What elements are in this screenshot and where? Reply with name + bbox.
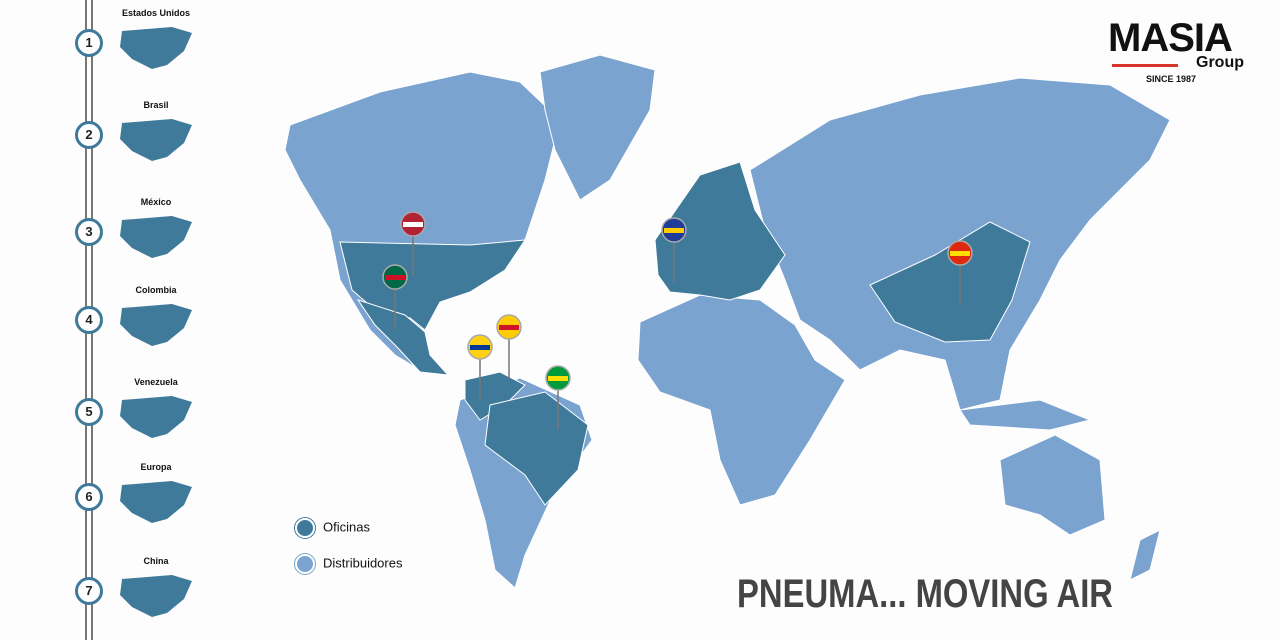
step-number: 3 [75, 218, 103, 246]
legend-offices: Oficinas [295, 518, 370, 538]
new-zealand [1129, 529, 1161, 581]
eu-flag-pin[interactable] [661, 217, 687, 282]
us-flag-pin[interactable] [400, 211, 426, 276]
slogan: PNEUMA... MOVING AIR [737, 572, 1114, 616]
distributors-swatch [295, 554, 315, 574]
region-silhouette [120, 304, 192, 346]
logo-sub: Group [1196, 54, 1244, 71]
sidebar-label: Estados Unidos [121, 8, 190, 18]
masia-logo: MASIA Group SINCE 1987 [1108, 16, 1248, 84]
greenland [539, 54, 656, 201]
indonesia [959, 399, 1092, 431]
colombia-flag-pin[interactable] [467, 334, 493, 399]
sidebar-label: Brasil [143, 100, 169, 110]
venezuela-flag-pin[interactable] [496, 314, 522, 379]
logo-name: MASIA [1108, 16, 1233, 60]
sidebar-label: China [143, 556, 169, 566]
step-number: 4 [75, 306, 103, 334]
legend-distributors: Distribuidores [295, 554, 402, 574]
step-number: 6 [75, 483, 103, 511]
china-flag-pin[interactable] [947, 240, 973, 305]
africa [637, 294, 846, 506]
region-silhouette [120, 119, 192, 161]
region-silhouette [120, 575, 192, 617]
sidebar-label: Europa [140, 462, 172, 472]
region-silhouette [120, 396, 192, 438]
step-number: 7 [75, 577, 103, 605]
legend-offices-label: Oficinas [323, 519, 370, 535]
legend-distributors-label: Distribuidores [323, 555, 403, 571]
region-silhouette [120, 27, 192, 69]
sidebar-label: Colombia [135, 285, 177, 295]
sidebar-label: México [140, 197, 172, 207]
mexico [356, 299, 450, 376]
logo-bar [1112, 64, 1178, 67]
region-silhouette [120, 481, 192, 523]
offices-swatch [295, 518, 315, 538]
sidebar-label: Venezuela [134, 377, 178, 387]
step-number: 1 [75, 29, 103, 57]
brazil [484, 391, 589, 506]
australia [999, 434, 1106, 536]
step-number: 2 [75, 121, 103, 149]
mexico-flag-pin[interactable] [382, 264, 408, 329]
logo-since: SINCE 1987 [1146, 74, 1197, 84]
brazil-flag-pin[interactable] [545, 365, 571, 430]
region-silhouette [120, 216, 192, 258]
step-number: 5 [75, 398, 103, 426]
europe [654, 161, 786, 301]
